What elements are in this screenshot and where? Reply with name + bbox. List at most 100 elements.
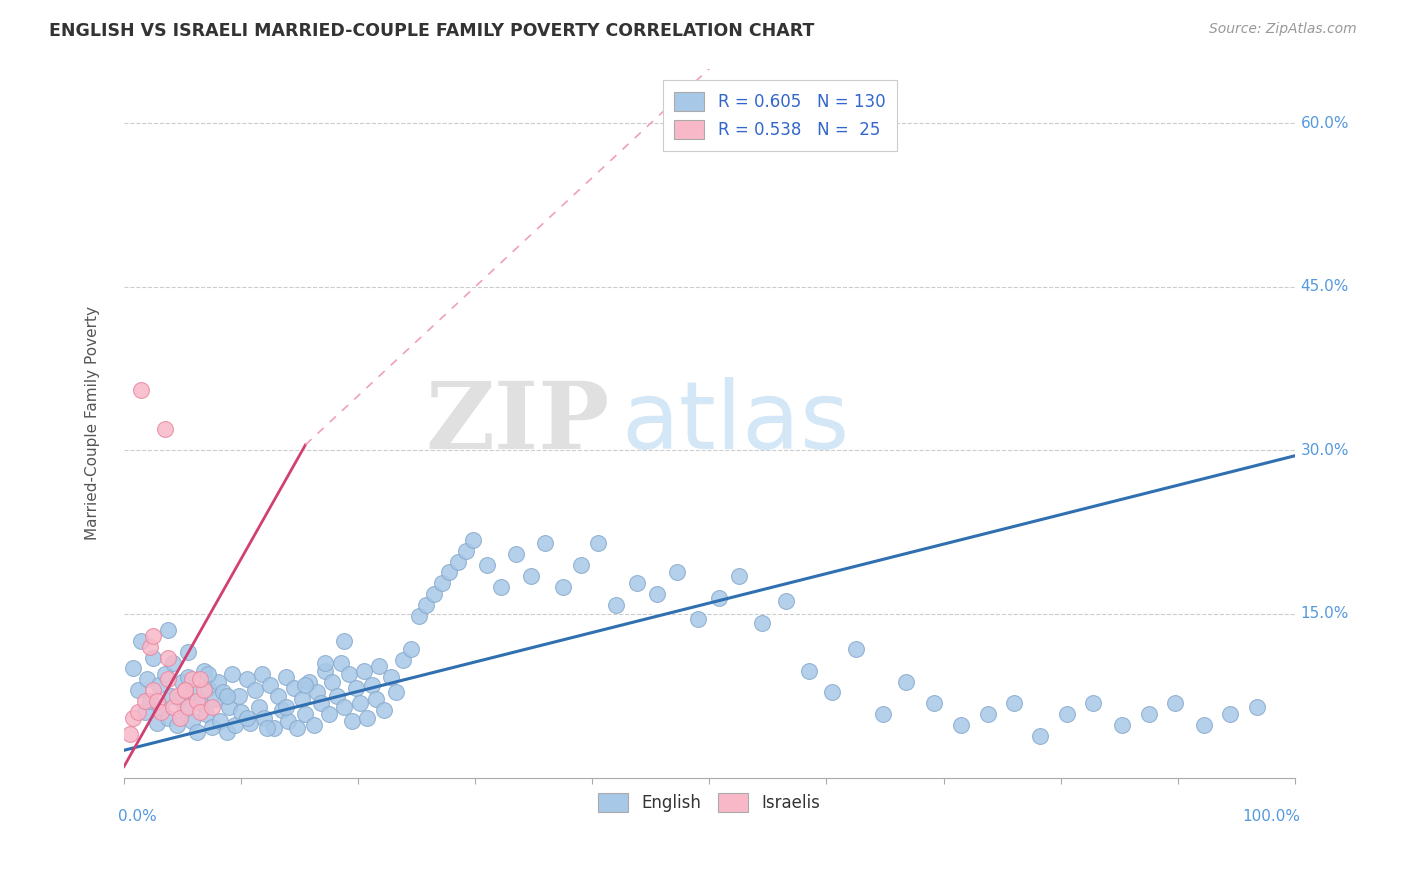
Point bbox=[256, 722, 278, 736]
Point bbox=[356, 710, 378, 724]
Point bbox=[193, 683, 215, 698]
Point bbox=[894, 674, 917, 689]
Point bbox=[177, 699, 200, 714]
Point bbox=[134, 694, 156, 708]
Point bbox=[208, 714, 231, 728]
Point bbox=[250, 667, 273, 681]
Point bbox=[1192, 718, 1215, 732]
Point bbox=[329, 656, 352, 670]
Point bbox=[586, 536, 609, 550]
Point bbox=[243, 683, 266, 698]
Point bbox=[368, 659, 391, 673]
Point bbox=[353, 664, 375, 678]
Point bbox=[344, 681, 367, 695]
Point bbox=[285, 722, 308, 736]
Point bbox=[391, 653, 413, 667]
Point bbox=[122, 661, 145, 675]
Point bbox=[142, 683, 165, 698]
Text: ZIP: ZIP bbox=[426, 378, 610, 468]
Point bbox=[166, 718, 188, 732]
Point bbox=[186, 724, 208, 739]
Point bbox=[294, 707, 316, 722]
Point bbox=[475, 558, 498, 572]
Text: 60.0%: 60.0% bbox=[1301, 116, 1350, 130]
Point bbox=[1056, 707, 1078, 722]
Point bbox=[707, 591, 730, 605]
Point bbox=[224, 718, 246, 732]
Point bbox=[180, 714, 202, 728]
Point bbox=[277, 714, 299, 728]
Point bbox=[1164, 697, 1187, 711]
Point bbox=[197, 681, 219, 695]
Text: 0.0%: 0.0% bbox=[118, 809, 157, 824]
Point bbox=[364, 692, 387, 706]
Point bbox=[263, 722, 285, 736]
Point bbox=[157, 710, 180, 724]
Point bbox=[166, 689, 188, 703]
Point bbox=[157, 624, 180, 638]
Point bbox=[188, 705, 211, 719]
Point bbox=[797, 664, 820, 678]
Point bbox=[1246, 699, 1268, 714]
Text: atlas: atlas bbox=[621, 377, 849, 469]
Point bbox=[177, 645, 200, 659]
Point bbox=[118, 727, 141, 741]
Point bbox=[1083, 697, 1105, 711]
Point bbox=[845, 641, 868, 656]
Point bbox=[1137, 707, 1160, 722]
Point bbox=[439, 566, 461, 580]
Point bbox=[153, 667, 176, 681]
Point bbox=[294, 678, 316, 692]
Point bbox=[148, 678, 170, 692]
Text: 100.0%: 100.0% bbox=[1243, 809, 1301, 824]
Point bbox=[177, 670, 200, 684]
Point bbox=[169, 692, 191, 706]
Point bbox=[446, 555, 468, 569]
Point bbox=[267, 689, 290, 703]
Y-axis label: Married-Couple Family Poverty: Married-Couple Family Poverty bbox=[86, 306, 100, 540]
Point bbox=[349, 697, 371, 711]
Point bbox=[432, 576, 454, 591]
Point bbox=[186, 694, 208, 708]
Point bbox=[136, 673, 159, 687]
Point bbox=[247, 699, 270, 714]
Point bbox=[236, 673, 259, 687]
Point bbox=[380, 670, 402, 684]
Point bbox=[172, 674, 194, 689]
Point bbox=[131, 634, 153, 648]
Point bbox=[505, 547, 527, 561]
Point bbox=[271, 703, 294, 717]
Point bbox=[150, 699, 173, 714]
Point bbox=[188, 697, 211, 711]
Point bbox=[314, 664, 336, 678]
Point bbox=[373, 703, 395, 717]
Point bbox=[204, 692, 226, 706]
Point bbox=[274, 699, 297, 714]
Point bbox=[201, 720, 224, 734]
Point bbox=[342, 714, 364, 728]
Point bbox=[180, 673, 202, 687]
Point bbox=[461, 533, 484, 547]
Point bbox=[197, 667, 219, 681]
Point bbox=[142, 629, 165, 643]
Point bbox=[193, 664, 215, 678]
Point bbox=[157, 650, 180, 665]
Point bbox=[314, 656, 336, 670]
Point bbox=[153, 421, 176, 435]
Text: ENGLISH VS ISRAELI MARRIED-COUPLE FAMILY POVERTY CORRELATION CHART: ENGLISH VS ISRAELI MARRIED-COUPLE FAMILY… bbox=[49, 22, 814, 40]
Point bbox=[145, 694, 167, 708]
Point bbox=[318, 707, 340, 722]
Point bbox=[384, 685, 406, 699]
Point bbox=[239, 716, 262, 731]
Point bbox=[122, 710, 145, 724]
Point bbox=[415, 598, 437, 612]
Point bbox=[950, 718, 973, 732]
Text: Source: ZipAtlas.com: Source: ZipAtlas.com bbox=[1209, 22, 1357, 37]
Point bbox=[253, 710, 276, 724]
Point bbox=[977, 707, 1000, 722]
Point bbox=[298, 674, 321, 689]
Point bbox=[423, 587, 446, 601]
Point bbox=[138, 640, 160, 654]
Point bbox=[142, 650, 165, 665]
Point bbox=[127, 705, 149, 719]
